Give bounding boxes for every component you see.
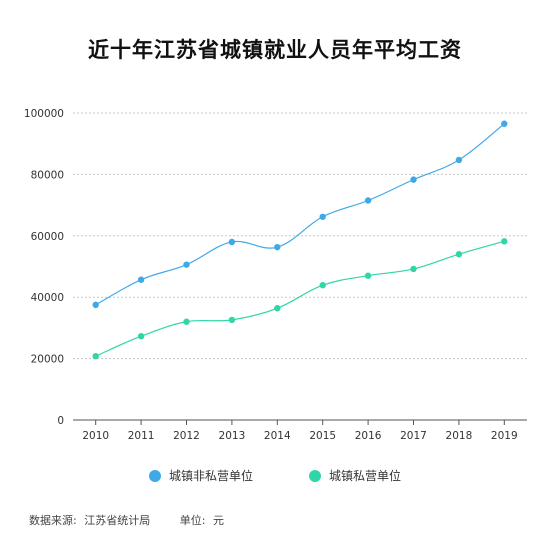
- data-point: [364, 197, 372, 204]
- legend-marker: [148, 469, 161, 482]
- legend: 城镇非私营单位 城镇私营单位: [0, 467, 550, 484]
- data-point: [228, 316, 236, 324]
- legend-item-private[interactable]: 城镇私营单位: [309, 467, 401, 484]
- x-tick-label: 2016: [355, 430, 382, 442]
- axis-layer: 0 20000 40000 60000 80000 100000 2010 2011 2012 2…: [24, 108, 527, 442]
- legend-label: 城镇非私营单位: [168, 469, 253, 483]
- data-point: [501, 120, 508, 127]
- source-label: 数据来源:: [29, 514, 77, 527]
- series-line-0: [95, 123, 505, 306]
- x-tick-label: 2013: [219, 430, 246, 442]
- x-tick-label: 2015: [309, 430, 336, 442]
- x-tick-label: 2010: [82, 430, 109, 442]
- y-tick-label: 20000: [31, 354, 64, 366]
- x-tick-label: 2018: [446, 430, 473, 442]
- x-tick-label: 2012: [173, 430, 200, 442]
- data-point: [364, 272, 372, 279]
- data-source-note: 数据来源: 江苏省统计局 单位: 元: [29, 512, 228, 528]
- chart-title: 近十年江苏省城镇就业人员年平均工资: [88, 38, 462, 62]
- data-point: [92, 352, 99, 360]
- legend-marker: [309, 469, 321, 482]
- y-tick-label: 80000: [31, 169, 64, 181]
- data-point: [410, 176, 417, 183]
- unit-label: 单位:: [179, 514, 206, 527]
- y-tick-label: 0: [57, 415, 64, 427]
- source-value: 江苏省统计局: [84, 514, 151, 527]
- x-tick-label: 2011: [128, 430, 155, 442]
- data-point: [92, 301, 99, 309]
- y-tick-label: 60000: [31, 231, 64, 243]
- x-tick-label: 2017: [400, 430, 427, 442]
- data-point: [183, 318, 190, 325]
- grid-layer: [73, 112, 527, 360]
- data-point: [410, 265, 417, 273]
- y-tick-label: 100000: [24, 108, 64, 120]
- data-point: [319, 213, 326, 220]
- series-line-1: [95, 240, 505, 357]
- data-point: [319, 282, 326, 289]
- data-point: [455, 251, 463, 258]
- y-tick-label: 40000: [31, 292, 64, 304]
- data-point: [274, 243, 281, 251]
- data-point: [501, 238, 508, 245]
- legend-label: 城镇私营单位: [329, 469, 402, 483]
- data-point: [137, 276, 145, 283]
- x-tick-label: 2014: [264, 430, 291, 442]
- data-point: [183, 261, 190, 268]
- series-layer: [92, 120, 508, 360]
- data-point: [274, 305, 281, 312]
- legend-item-nonprivate[interactable]: 城镇非私营单位: [148, 467, 253, 484]
- data-point: [137, 332, 145, 340]
- unit-value: 元: [212, 514, 224, 527]
- data-point: [455, 156, 463, 164]
- data-point: [228, 238, 236, 246]
- x-tick-label: 2019: [491, 430, 518, 442]
